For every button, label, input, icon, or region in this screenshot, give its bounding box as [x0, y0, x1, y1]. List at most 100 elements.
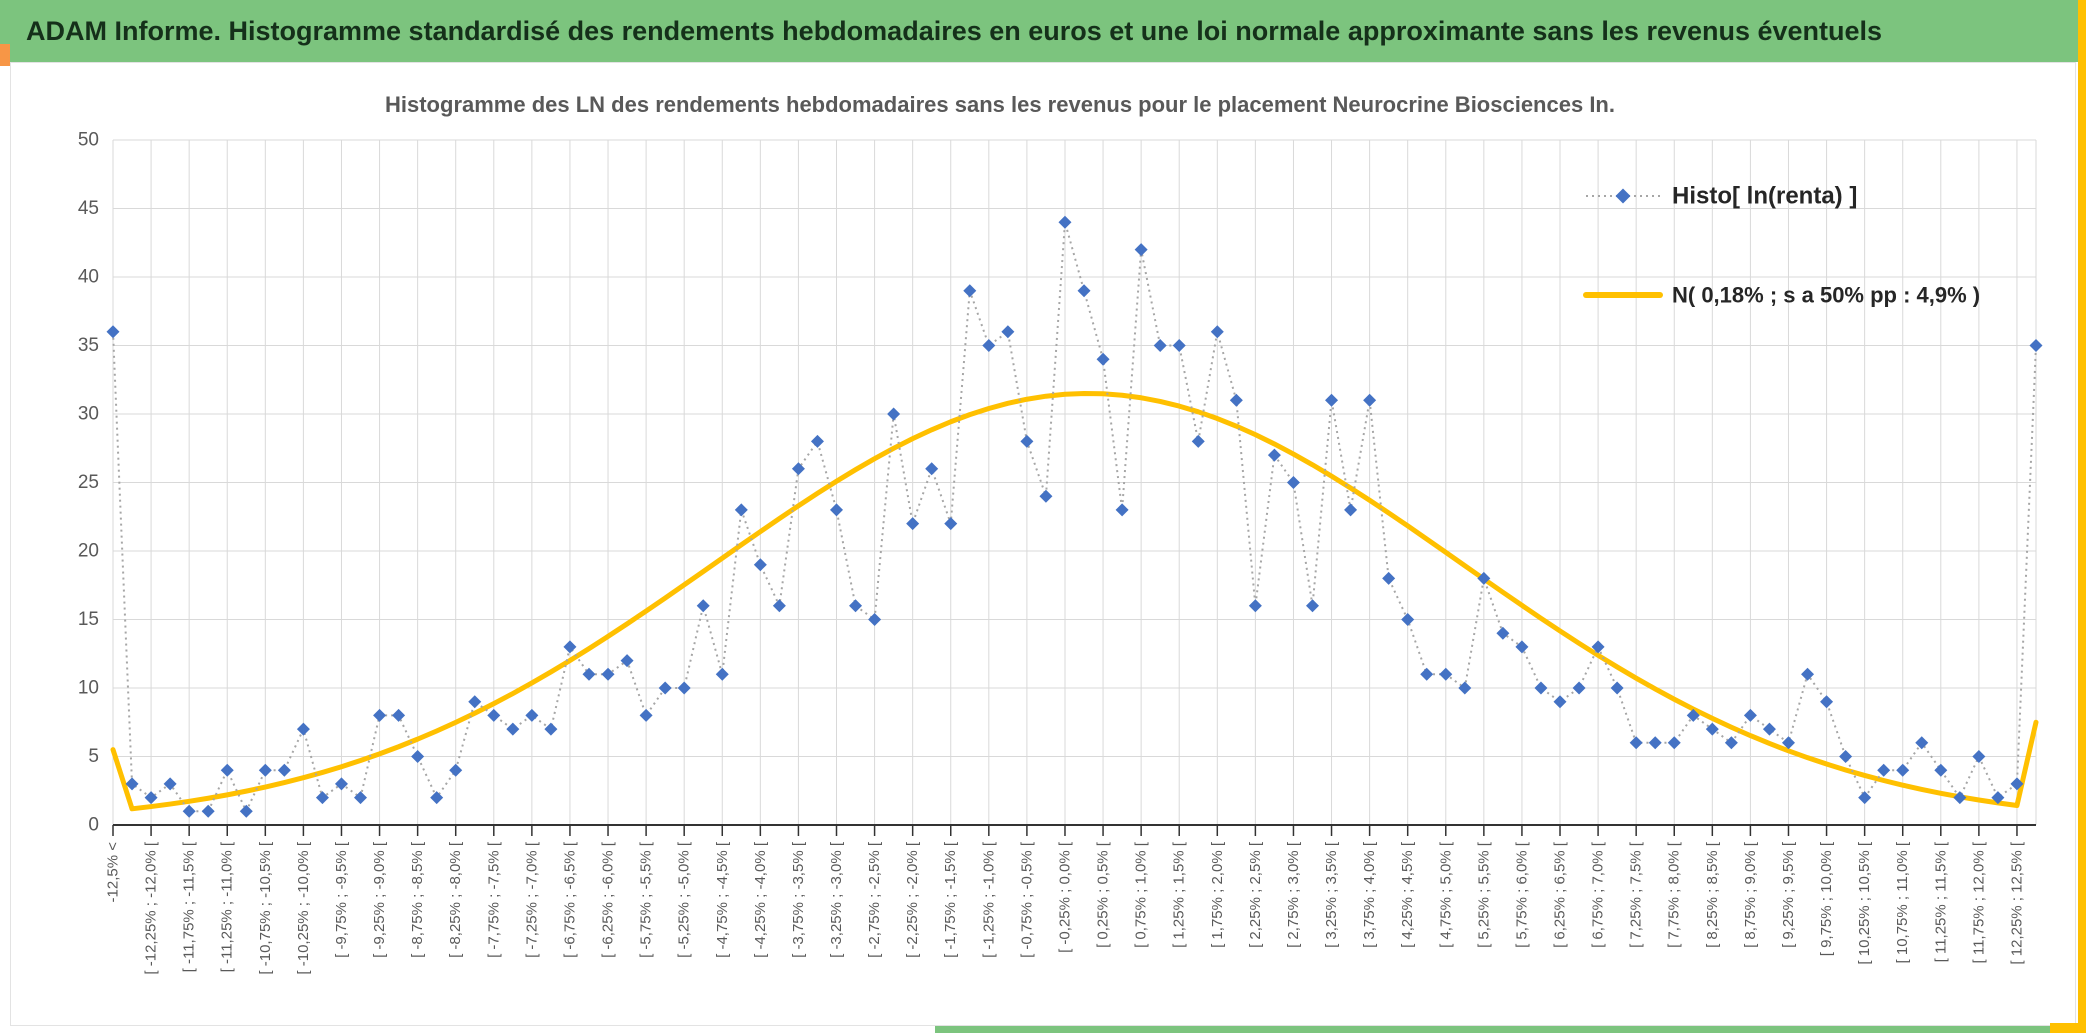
- histogram-point: [1115, 503, 1129, 517]
- x-axis-label: [ -3,25% ; -3,0% [: [828, 841, 845, 958]
- x-axis-label: [ 6,75% ; 7,0% [: [1590, 841, 1607, 948]
- histogram-point: [1610, 681, 1624, 695]
- normal-curve-line[interactable]: [110, 390, 2039, 812]
- histogram-point: [1172, 339, 1186, 352]
- histogram-point: [392, 708, 406, 722]
- histogram-point: [925, 462, 939, 476]
- histogram-point: [887, 407, 901, 421]
- histogram-point: [1781, 736, 1795, 750]
- x-axis-label: [ 8,75% ; 9,0% [: [1742, 841, 1759, 948]
- histogram-point: [1724, 736, 1738, 750]
- x-axis-label: [ -8,25% ; -8,0% [: [447, 841, 464, 958]
- x-axis-label: [ -11,25% ; -11,0% [: [219, 841, 236, 972]
- histogram-point: [677, 681, 691, 695]
- legend-label-normal: N( 0,18% ; s a 50% pp : 4,9% ): [1672, 283, 1980, 308]
- x-axis-label: [ -8,75% ; -8,5% [: [409, 841, 426, 958]
- histogram-point: [1248, 599, 1262, 613]
- histogram-points[interactable]: [106, 215, 2043, 818]
- histogram-point: [1267, 448, 1281, 462]
- histogram-point: [1839, 750, 1853, 763]
- x-axis-label: [ -12,25% ; -12,0% [: [143, 841, 160, 974]
- x-axis-label: [ 7,75% ; 8,0% [: [1666, 841, 1683, 948]
- histogram-point: [1705, 722, 1719, 736]
- histogram-point: [1001, 325, 1015, 339]
- histogram-point: [772, 599, 786, 613]
- x-axis-label: [ -2,25% ; -2,0% [: [904, 841, 921, 958]
- x-axis-label: [ -7,25% ; -7,0% [: [523, 841, 540, 958]
- histogram-point: [544, 722, 558, 736]
- histogram-point: [753, 558, 767, 572]
- histogram-point: [1229, 393, 1243, 407]
- y-axis-label: 50: [78, 130, 99, 151]
- x-axis-label: [ 9,75% ; 10,0% [: [1818, 841, 1835, 956]
- x-axis-label: [ 10,75% ; 11,0% [: [1894, 841, 1911, 963]
- histogram-point: [354, 791, 368, 805]
- histogram-point: [1420, 667, 1434, 681]
- histogram-point: [791, 462, 805, 476]
- x-axis-label: [ -11,75% ; -11,5% [: [181, 841, 198, 972]
- histogram-point: [715, 667, 729, 681]
- x-axis-label: [ 11,75% ; 12,0% [: [1970, 841, 1987, 963]
- histogram-point: [1515, 640, 1529, 654]
- x-axis-label: [ -4,75% ; -4,5% [: [714, 841, 731, 958]
- histogram-point: [201, 804, 215, 818]
- chart-frame: [10, 62, 2076, 1026]
- x-axis-label: [ 11,25% ; 11,5% [: [1932, 841, 1949, 962]
- histogram-point: [144, 791, 158, 805]
- y-axis-label: 30: [78, 404, 99, 425]
- histogram-point: [1686, 708, 1700, 722]
- histogram-point: [468, 695, 482, 709]
- histogram-point: [639, 708, 653, 722]
- x-axis-label: [ 10,25% ; 10,5% [: [1856, 841, 1873, 964]
- histogram-point: [487, 708, 501, 722]
- x-axis-label: [ -6,25% ; -6,0% [: [600, 841, 617, 958]
- histogram-point: [411, 750, 425, 763]
- histogram-point: [1363, 393, 1377, 407]
- histogram-point: [1591, 640, 1605, 654]
- histogram-point: [601, 667, 615, 681]
- x-axis-label: [ -4,25% ; -4,0% [: [752, 841, 769, 958]
- histogram-point: [1629, 736, 1643, 750]
- histogram-point: [1325, 393, 1339, 407]
- legend-label-histogram: Histo[ ln(renta) ]: [1672, 183, 1857, 210]
- histogram-point: [1953, 791, 1967, 805]
- histogram-point: [830, 503, 844, 517]
- title-bar: ADAM Informe. Histogramme standardisé de…: [0, 0, 2086, 62]
- histogram-point: [696, 599, 710, 613]
- x-axis-label: [ -9,25% ; -9,0% [: [371, 841, 388, 958]
- x-axis-label: [ 2,25% ; 2,5% [: [1247, 841, 1264, 948]
- histogram-point: [1915, 736, 1929, 750]
- x-axis-label: [ 8,25% ; 8,5% [: [1704, 841, 1721, 948]
- histogram-point: [1458, 681, 1472, 695]
- histogram-point: [906, 517, 920, 531]
- histogram-point: [1134, 243, 1148, 257]
- histogram-point: [525, 708, 539, 722]
- x-axis-label: [ 7,25% ; 7,5% [: [1628, 841, 1645, 948]
- histogram-point: [182, 804, 196, 818]
- x-axis-label: [ 12,25% ; 12,5% [: [2008, 841, 2025, 964]
- legend: Histo[ ln(renta) ] N( 0,18% ; s a 50% pp …: [1583, 183, 1980, 308]
- histogram-point: [125, 777, 139, 791]
- histogram-point: [1877, 763, 1891, 777]
- histogram-point: [315, 791, 329, 805]
- legend-item-histogram[interactable]: Histo[ ln(renta) ]: [1586, 183, 1857, 210]
- histogram-point: [296, 722, 310, 736]
- histogram-dotted-line[interactable]: [112, 221, 2037, 814]
- left-accent-square: [0, 44, 10, 66]
- histogram-point: [220, 763, 234, 777]
- histogram-point: [1496, 626, 1510, 640]
- x-axis-label: [ -10,25% ; -10,0% [: [295, 841, 312, 974]
- x-axis-label: [ 2,75% ; 3,0% [: [1285, 841, 1302, 948]
- histogram-point: [2010, 777, 2024, 791]
- right-gold-strip: [2078, 0, 2086, 1033]
- histogram-point: [1401, 613, 1415, 626]
- histogram-point: [1305, 599, 1319, 613]
- histogram-point: [563, 640, 577, 654]
- legend-item-normal[interactable]: N( 0,18% ; s a 50% pp : 4,9% ): [1583, 283, 1980, 308]
- histogram-point: [430, 791, 444, 805]
- x-axis-label: [ -1,75% ; -1,5% [: [942, 841, 959, 958]
- histogram-point: [373, 708, 387, 722]
- histogram-point: [868, 613, 882, 626]
- histogram-point: [1553, 695, 1567, 709]
